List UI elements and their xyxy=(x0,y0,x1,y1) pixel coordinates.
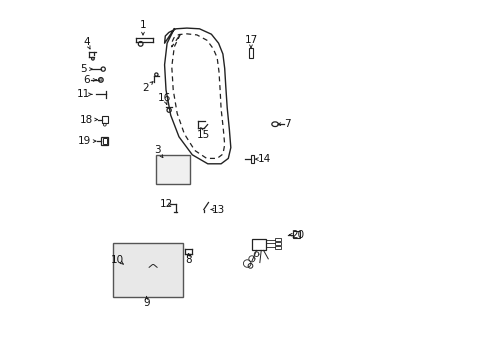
Text: 16: 16 xyxy=(158,93,171,103)
Text: 10: 10 xyxy=(111,255,124,265)
Bar xyxy=(293,231,300,238)
Bar xyxy=(251,239,265,251)
Text: 5: 5 xyxy=(80,64,86,74)
Text: 8: 8 xyxy=(185,255,192,265)
Bar xyxy=(275,238,280,241)
Text: 17: 17 xyxy=(244,35,257,45)
Text: 1: 1 xyxy=(140,20,146,30)
Text: 11: 11 xyxy=(77,89,90,99)
Bar xyxy=(250,156,254,163)
Bar xyxy=(275,242,280,245)
Bar xyxy=(102,116,108,123)
Text: 7: 7 xyxy=(283,119,290,129)
Text: 14: 14 xyxy=(257,154,270,164)
Bar xyxy=(101,137,108,145)
Text: 3: 3 xyxy=(154,145,161,156)
Bar xyxy=(248,49,253,58)
Bar xyxy=(275,246,280,248)
Bar xyxy=(156,155,190,184)
Bar xyxy=(113,243,183,297)
Text: 4: 4 xyxy=(83,37,90,48)
Circle shape xyxy=(163,174,165,176)
Text: 9: 9 xyxy=(143,298,150,308)
Text: 20: 20 xyxy=(291,230,304,240)
Bar xyxy=(138,263,147,271)
Text: 12: 12 xyxy=(159,199,172,210)
Text: 19: 19 xyxy=(78,136,91,146)
Bar xyxy=(103,138,107,144)
Text: 15: 15 xyxy=(196,130,209,140)
Text: 6: 6 xyxy=(83,75,90,85)
Text: 2: 2 xyxy=(142,83,148,93)
Text: 13: 13 xyxy=(211,204,225,215)
Text: 18: 18 xyxy=(80,114,93,125)
